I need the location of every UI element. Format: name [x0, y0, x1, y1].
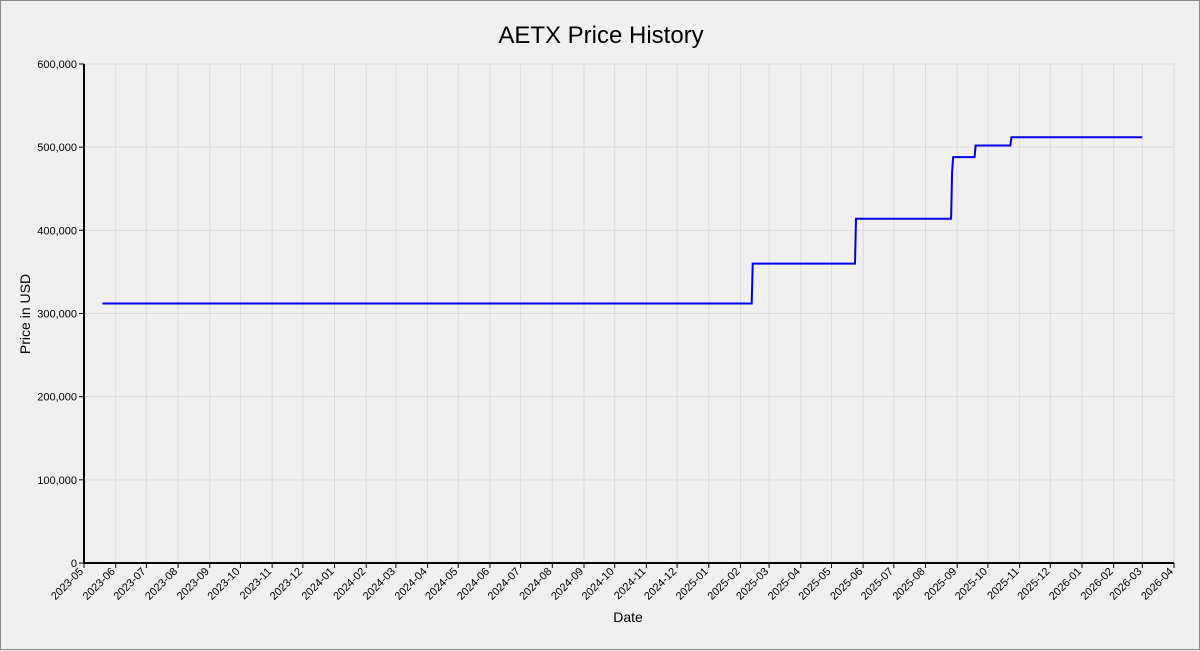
x-axis-title: Date — [613, 609, 643, 625]
x-tick-label: 2023-11 — [238, 566, 274, 602]
x-tick-label: 2024-06 — [455, 566, 492, 603]
x-tick-label: 2023-05 — [49, 566, 86, 603]
x-tick-label: 2023-09 — [175, 566, 212, 603]
x-tick-label: 2023-06 — [81, 566, 118, 603]
x-tick-label: 2025-01 — [674, 566, 711, 603]
x-tick-label: 2024-09 — [549, 566, 586, 603]
x-tick-label: 2025-12 — [1015, 566, 1052, 603]
y-tick-label: 600,000 — [37, 59, 77, 71]
x-tick-label: 2024-01 — [300, 566, 337, 603]
x-tick-label: 2024-10 — [580, 566, 617, 603]
x-tick-label: 2024-07 — [486, 566, 523, 603]
price-series-line — [102, 136, 1143, 305]
x-tick-label: 2026-04 — [1139, 566, 1176, 603]
y-axis-ticks: 0 100,000 200,000 300,000 400,000 500,000 600,… — [37, 59, 84, 570]
x-tick-label: 2025-10 — [953, 566, 990, 603]
x-tick-label: 2026-03 — [1107, 566, 1144, 603]
y-tick-label: 0 — [71, 558, 77, 570]
x-tick-label: 2023-10 — [206, 566, 243, 603]
x-tick-label: 2023-12 — [268, 566, 305, 603]
x-gridlines — [83, 64, 1175, 563]
x-tick-label: 2024-04 — [393, 566, 430, 603]
x-axis-ticks: 2023-052023-062023-072023-082023-092023-… — [49, 563, 1176, 603]
x-tick-label: 2025-11 — [985, 566, 1021, 602]
x-tick-label: 2024-05 — [423, 566, 460, 603]
x-tick-label: 2024-08 — [517, 566, 554, 603]
x-tick-label: 2026-01 — [1047, 566, 1084, 603]
x-tick-label: 2025-06 — [828, 566, 865, 603]
x-tick-label: 2025-07 — [859, 566, 896, 603]
x-tick-label: 2025-05 — [797, 566, 834, 603]
x-tick-label: 2024-03 — [361, 566, 398, 603]
x-tick-label: 2024-12 — [642, 566, 679, 603]
y-tick-label: 100,000 — [37, 475, 77, 487]
x-tick-label: 2023-08 — [143, 566, 180, 603]
y-tick-label: 400,000 — [37, 225, 77, 237]
chart-title: AETX Price History — [498, 22, 703, 49]
y-axis-title: Price in USD — [17, 274, 33, 354]
y-tick-label: 500,000 — [37, 142, 77, 154]
x-tick-label: 2025-03 — [734, 566, 771, 603]
y-tick-label: 200,000 — [37, 392, 77, 404]
x-tick-label: 2024-11 — [612, 566, 648, 602]
x-tick-label: 2023-07 — [111, 566, 148, 603]
y-tick-label: 300,000 — [37, 309, 77, 321]
y-gridlines — [84, 63, 1174, 564]
x-tick-label: 2025-04 — [766, 566, 803, 603]
x-tick-label: 2025-08 — [891, 566, 928, 603]
x-tick-label: 2025-09 — [922, 566, 959, 603]
